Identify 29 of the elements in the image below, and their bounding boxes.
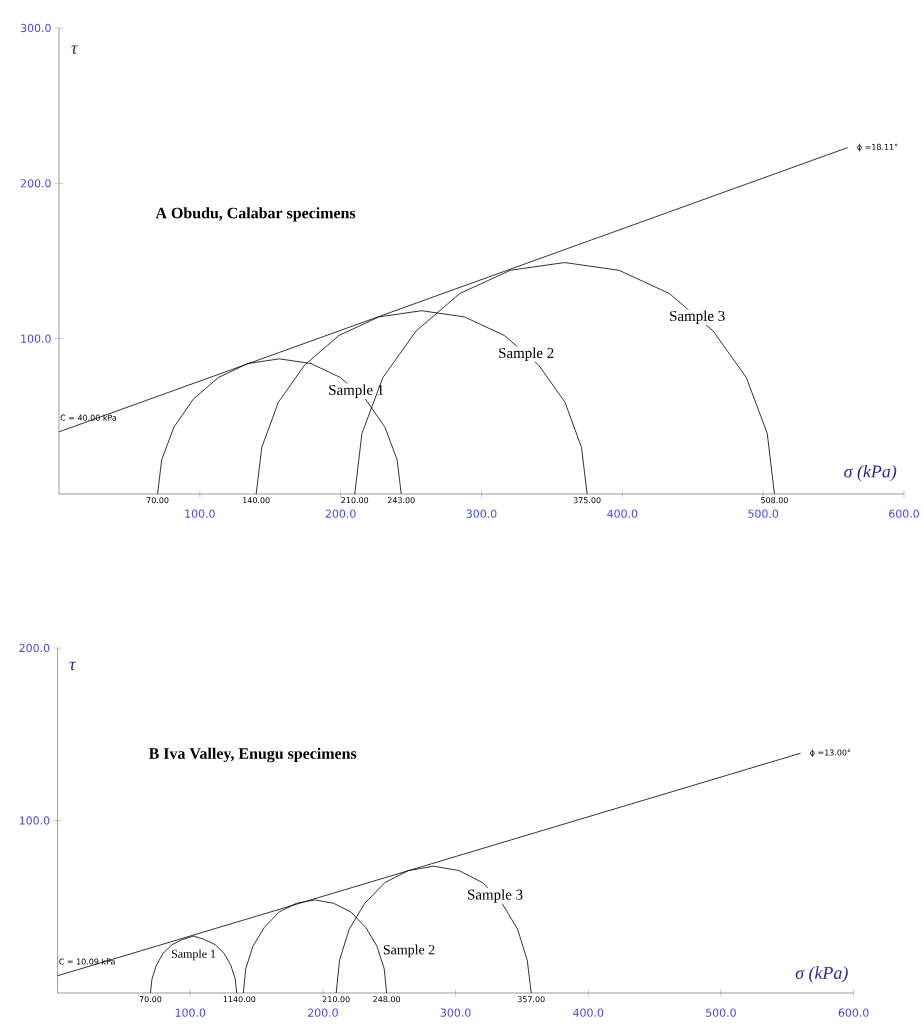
text: B Iva Valley, Enugu specimens [148,747,357,763]
x-tick-label: 400.0 [573,1008,604,1017]
series-label: Sample 1 [329,384,384,398]
series-label: Sample 2 [383,944,435,958]
x-tick-label: 500.0 [706,1008,736,1017]
x-tick-label: 100.0 [185,509,215,518]
x-axis-title: σ (kPa) [844,464,897,482]
x-tick-label: 300.0 [440,1008,471,1017]
x-axis-title: σ (kPa) [795,966,848,983]
x-tick-label: 100.0 [175,1008,206,1017]
y-tick-label: 100.0 [19,816,50,825]
x-tick-label: 600.0 [889,509,919,518]
y-axis-title: τ [71,45,78,54]
x-tick-label: 400.0 [607,509,638,518]
x-tick-label: 200.0 [308,1008,338,1017]
y-axis-title: τ [69,661,77,671]
x-tick-label: 200.0 [325,509,356,518]
y-tick-label: 200.0 [19,643,50,653]
series-label: Sample 1 [171,949,216,961]
x-tick-label: 600.0 [838,1008,869,1017]
y-tick-label: 100.0 [21,334,51,343]
series-label: Sample 2 [499,347,554,362]
series-label: Sample 3 [670,310,725,325]
x-tick-label: 300.0 [466,509,497,518]
series-label: Sample 3 [468,889,523,903]
text: A Obudu, Calabar specimens [155,207,356,222]
y-tick-label: 300.0 [20,23,51,33]
y-tick-label: 200.0 [20,179,51,188]
x-tick-label: 500.0 [748,509,779,518]
